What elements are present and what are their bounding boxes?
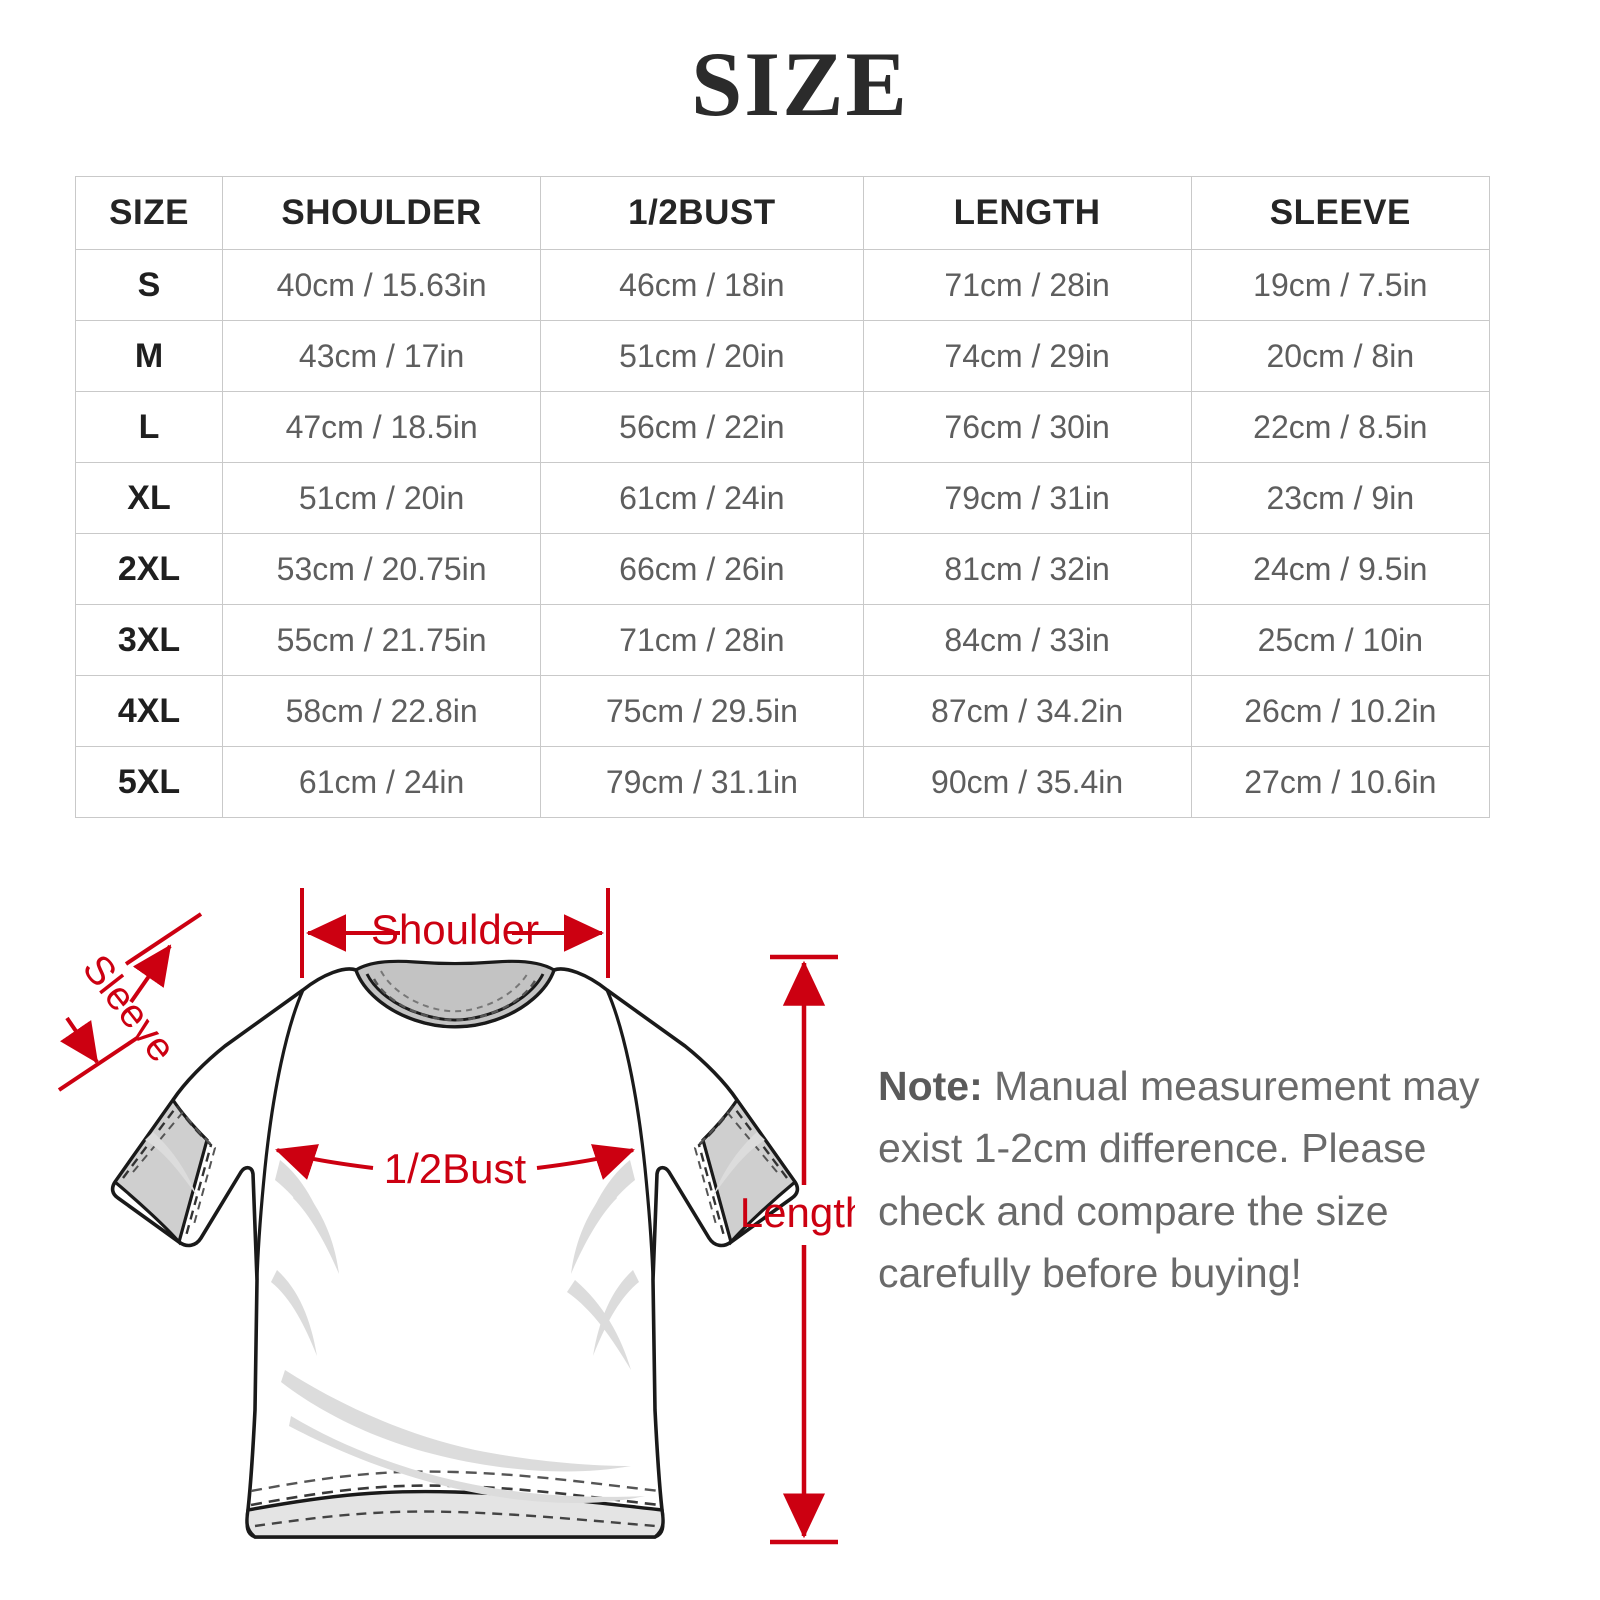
note-block: Note: Manual measurement may exist 1-2cm…	[878, 1055, 1508, 1304]
cell-shoulder: 58cm / 22.8in	[222, 675, 542, 747]
page-title: SIZE	[691, 33, 909, 135]
cell-shoulder: 43cm / 17in	[222, 320, 542, 392]
cell-shoulder: 61cm / 24in	[222, 746, 542, 818]
left-cuff-stitch-2	[132, 1110, 217, 1229]
cell-bust: 66cm / 26in	[540, 533, 864, 605]
cell-bust: 75cm / 29.5in	[540, 675, 864, 747]
tshirt-diagram-svg: Shoulder Sleeve 1/2Bust	[57, 888, 855, 1545]
column-header-bust: 1/2BUST	[540, 176, 864, 250]
cell-sleeve: 24cm / 9.5in	[1190, 533, 1491, 605]
cell-length: 71cm / 28in	[862, 249, 1192, 321]
table-header: SIZE SHOULDER 1/2BUST LENGTH SLEEVE	[74, 176, 1491, 250]
note-text: Manual measurement may exist 1-2cm diffe…	[878, 1063, 1480, 1296]
table-row: L 47cm / 18.5in 56cm / 22in 76cm / 30in …	[74, 391, 1491, 463]
bust-arrow-left	[275, 1144, 374, 1180]
hem-stitch-3	[254, 1510, 656, 1528]
cell-sleeve: 19cm / 7.5in	[1190, 249, 1491, 321]
cell-size: 5XL	[74, 746, 224, 818]
cell-shoulder: 47cm / 18.5in	[222, 391, 542, 463]
collar-stitch-2	[380, 970, 530, 1013]
column-header-sleeve: SLEEVE	[1190, 176, 1491, 250]
cell-sleeve: 25cm / 10in	[1190, 604, 1491, 676]
cell-shoulder: 51cm / 20in	[222, 462, 542, 534]
shoulder-measurement: Shoulder	[300, 888, 610, 978]
cell-length: 81cm / 32in	[862, 533, 1192, 605]
length-label: Length	[740, 1189, 855, 1236]
cell-sleeve: 20cm / 8in	[1190, 320, 1491, 392]
cell-size: M	[74, 320, 224, 392]
collar-inner	[354, 959, 556, 1029]
cell-sleeve: 23cm / 9in	[1190, 462, 1491, 534]
column-header-length: LENGTH	[862, 176, 1192, 250]
left-shoulder-seam	[255, 989, 305, 1281]
right-shoulder-seam	[605, 989, 655, 1281]
table-row: 4XL 58cm / 22.8in 75cm / 29.5in 87cm / 3…	[74, 675, 1491, 747]
sleeve-tick-lower	[57, 1036, 139, 1092]
cell-shoulder: 40cm / 15.63in	[222, 249, 542, 321]
cell-bust: 61cm / 24in	[540, 462, 864, 534]
tshirt-illustration	[110, 959, 800, 1539]
table-row: 3XL 55cm / 21.75in 71cm / 28in 84cm / 33…	[74, 604, 1491, 676]
cell-length: 76cm / 30in	[862, 391, 1192, 463]
table-row: M 43cm / 17in 51cm / 20in 74cm / 29in 20…	[74, 320, 1491, 392]
size-chart-table: SIZE SHOULDER 1/2BUST LENGTH SLEEVE S 40…	[74, 176, 1491, 818]
cell-bust: 71cm / 28in	[540, 604, 864, 676]
bust-label: 1/2Bust	[384, 1145, 527, 1192]
length-measurement: Length	[740, 954, 855, 1545]
cell-size: XL	[74, 462, 224, 534]
cell-bust: 46cm / 18in	[540, 249, 864, 321]
cell-size: S	[74, 249, 224, 321]
table-header-row: SIZE SHOULDER 1/2BUST LENGTH SLEEVE	[74, 176, 1491, 250]
cell-bust: 51cm / 20in	[540, 320, 864, 392]
cell-shoulder: 53cm / 20.75in	[222, 533, 542, 605]
cell-size: 4XL	[74, 675, 224, 747]
cell-size: 3XL	[74, 604, 224, 676]
column-header-shoulder: SHOULDER	[222, 176, 542, 250]
bust-measurement: 1/2Bust	[275, 1144, 635, 1192]
cell-size: L	[74, 391, 224, 463]
right-cuff-stitch	[697, 1103, 788, 1237]
cell-size: 2XL	[74, 533, 224, 605]
column-header-size: SIZE	[74, 176, 224, 250]
cell-shoulder: 55cm / 21.75in	[222, 604, 542, 676]
bust-arrow-right	[536, 1144, 635, 1180]
hem-stitch-2	[250, 1470, 660, 1493]
measurement-diagram: Shoulder Sleeve 1/2Bust	[0, 830, 1600, 1600]
cell-sleeve: 26cm / 10.2in	[1190, 675, 1491, 747]
table-row: 2XL 53cm / 20.75in 66cm / 26in 81cm / 32…	[74, 533, 1491, 605]
cell-bust: 79cm / 31.1in	[540, 746, 864, 818]
cell-length: 87cm / 34.2in	[862, 675, 1192, 747]
collar-band	[365, 973, 545, 1022]
table-body: S 40cm / 15.63in 46cm / 18in 71cm / 28in…	[74, 249, 1491, 818]
fabric-folds	[145, 1132, 765, 1503]
table-row: XL 51cm / 20in 61cm / 24in 79cm / 31in 2…	[74, 462, 1491, 534]
left-cuff-stitch	[122, 1103, 213, 1237]
cell-length: 84cm / 33in	[862, 604, 1192, 676]
sleeve-arrow-up	[129, 944, 172, 1004]
cell-sleeve: 22cm / 8.5in	[1190, 391, 1491, 463]
size-chart-table-container: SIZE SHOULDER 1/2BUST LENGTH SLEEVE S 40…	[74, 176, 1491, 818]
cell-sleeve: 27cm / 10.6in	[1190, 746, 1491, 818]
right-cuff-stitch-2	[693, 1110, 778, 1229]
table-row: 5XL 61cm / 24in 79cm / 31.1in 90cm / 35.…	[74, 746, 1491, 818]
cell-length: 79cm / 31in	[862, 462, 1192, 534]
shoulder-label: Shoulder	[371, 906, 539, 953]
sleeve-measurement: Sleeve	[57, 912, 203, 1092]
collar-stitch	[372, 978, 538, 1022]
cell-length: 74cm / 29in	[862, 320, 1192, 392]
sleeve-arrow-down	[60, 1016, 99, 1064]
note-label: Note:	[878, 1063, 983, 1109]
table-row: S 40cm / 15.63in 46cm / 18in 71cm / 28in…	[74, 249, 1491, 321]
cell-length: 90cm / 35.4in	[862, 746, 1192, 818]
cell-bust: 56cm / 22in	[540, 391, 864, 463]
